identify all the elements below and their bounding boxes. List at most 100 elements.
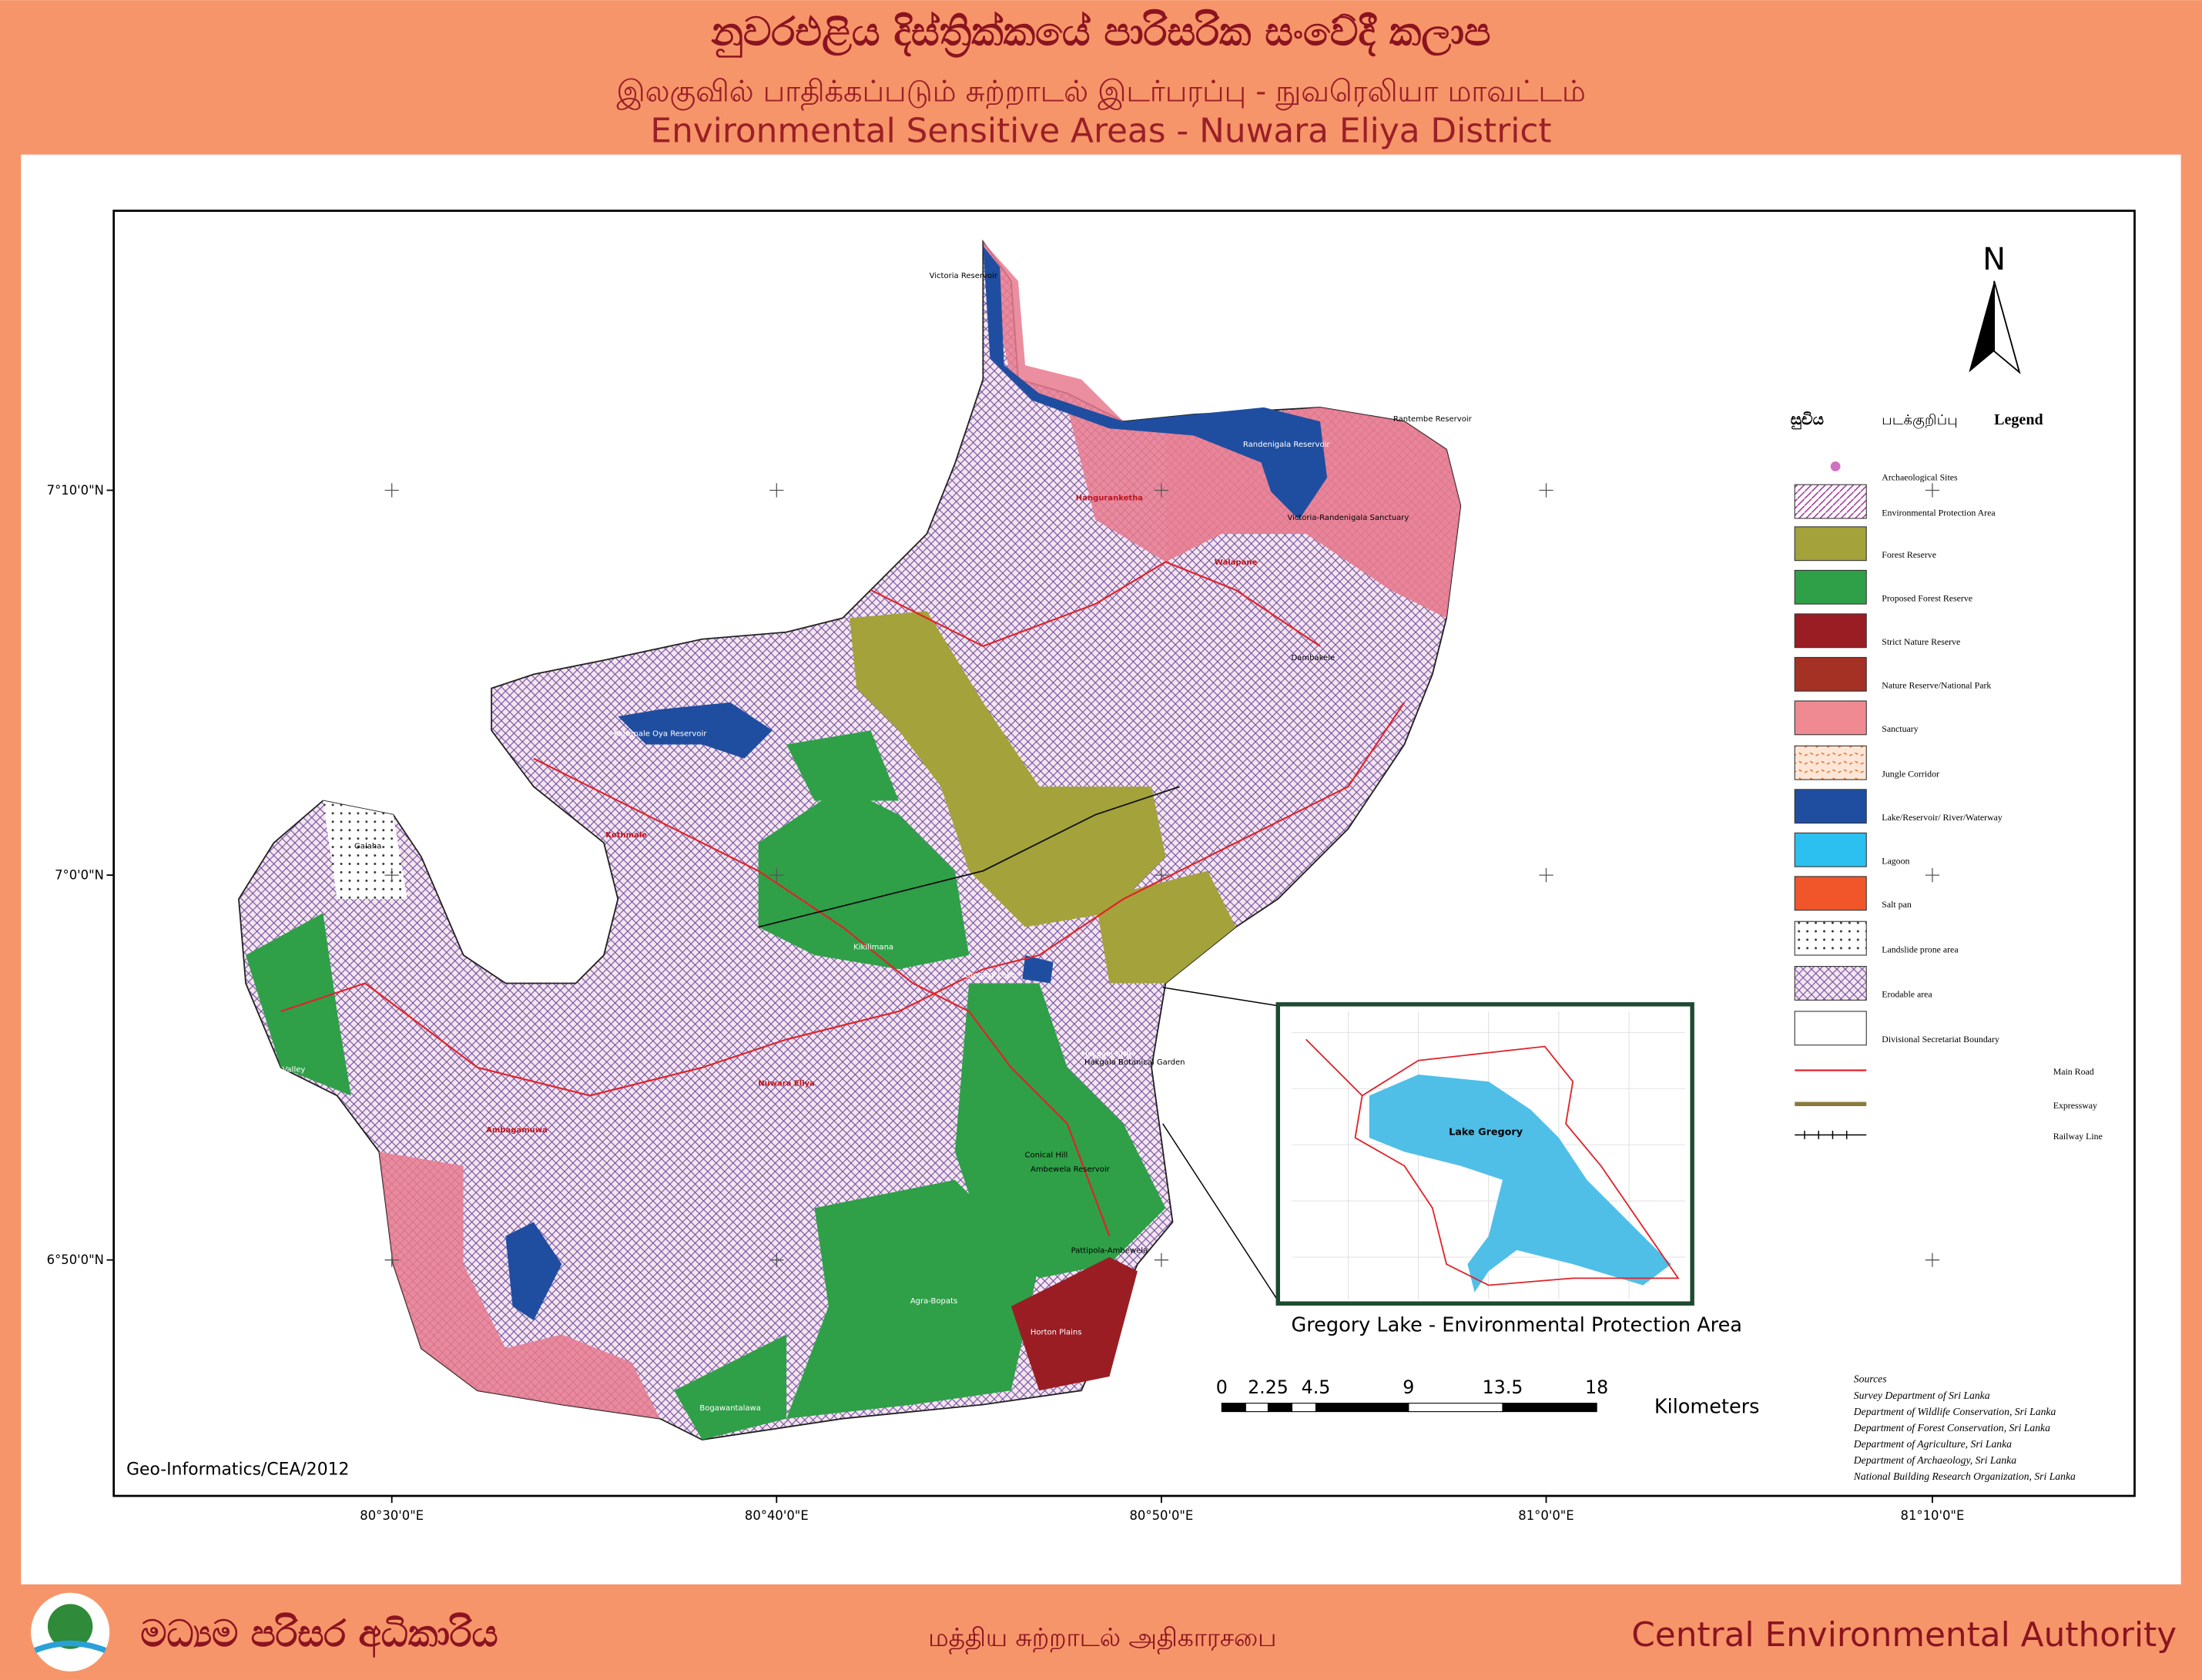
inset-lake: Lake Gregory xyxy=(1449,1126,1523,1138)
lat-label: 7°10'0"N xyxy=(47,483,104,498)
legend-swatch xyxy=(1794,484,1867,519)
legend-title-ta: படக்குறிப்பு xyxy=(1882,412,1958,429)
place-label: Bogawantalawa xyxy=(699,1404,761,1413)
place-label: Walapane xyxy=(1215,558,1258,567)
graticule-cross xyxy=(384,867,399,883)
graticule-cross xyxy=(1154,867,1169,883)
reservoir xyxy=(1249,421,1328,520)
legend-label: Archaeological Sites xyxy=(1882,472,1958,483)
lat-label: 7°0'0"N xyxy=(55,868,104,883)
graticule-cross xyxy=(769,483,784,498)
footer-ta: மத்திய சுற்றாடல் அதிகாரசபை xyxy=(928,1623,1276,1655)
graticule-cross xyxy=(384,483,399,498)
place-label: Kothmale xyxy=(605,831,647,840)
scale-segment xyxy=(1291,1403,1317,1413)
legend-swatch xyxy=(1830,461,1841,471)
inset-caption: Gregory Lake - Environmental Protection … xyxy=(1291,1314,1741,1337)
place-label: Ambewela Reservoir xyxy=(1031,1165,1111,1174)
inset: Lake Gregory Gregory Lake - Environmenta… xyxy=(1162,987,1742,1337)
proposed-forest xyxy=(786,730,899,801)
legend-swatch xyxy=(1794,700,1867,736)
legend-swatch xyxy=(1795,1130,1867,1139)
legend-label: Forest Reserve xyxy=(1882,549,1936,560)
place-label: Agra-Bopats xyxy=(910,1297,957,1306)
graticule-cross xyxy=(384,1252,399,1267)
proposed-forest xyxy=(246,913,351,1096)
reservoir xyxy=(1022,955,1054,984)
landslide xyxy=(323,800,407,900)
title-si: නුවරඑළිය දිස්ත්‍රික්කයේ පාරිසරික සංවේදී … xyxy=(711,8,1490,57)
legend-label: Railway Line xyxy=(2053,1131,2103,1142)
source-item: Department of Forest Conservation, Sri L… xyxy=(1853,1422,2050,1434)
railway xyxy=(758,786,1180,928)
place-label: Horton Plains xyxy=(1031,1328,1082,1336)
legend-label: Jungle Corridor xyxy=(1882,768,1939,779)
legend-label: Lagoon xyxy=(1882,855,1909,866)
source-item: Survey Department of Sri Lanka xyxy=(1854,1390,1990,1401)
legend: සුචිය படக்குறிப்பு Legend Archaeological… xyxy=(1791,410,2103,1142)
credit: Geo-Informatics/CEA/2012 xyxy=(126,1460,349,1480)
scale-label: 13.5 xyxy=(1483,1377,1523,1398)
place-label: Kikilimana xyxy=(853,944,893,952)
reservoir xyxy=(983,246,1320,478)
scale-segment xyxy=(1221,1403,1246,1413)
graticule-cross xyxy=(769,1252,784,1267)
footer-si: මධ්‍යම පරිසර අධිකාරිය xyxy=(140,1613,498,1658)
place-label: Ambagamuwa xyxy=(486,1126,548,1135)
place-label: Hakgala SNR xyxy=(1081,1050,1131,1058)
legend-label: Strict Nature Reserve xyxy=(1882,636,1960,647)
place-label: Dambakele xyxy=(1291,654,1335,662)
scale-segment xyxy=(1245,1403,1269,1413)
sources-title: Sources xyxy=(1854,1373,1887,1384)
scale-segment xyxy=(1502,1403,1597,1413)
graticule-cross xyxy=(769,867,784,883)
reservoir xyxy=(618,702,773,759)
scale-label: 9 xyxy=(1403,1377,1414,1398)
strict-reserve xyxy=(1011,1257,1138,1391)
place-label: Kothmale Oya Reservoir xyxy=(614,730,708,739)
legend-label: Environmental Protection Area xyxy=(1882,507,1996,518)
legend-swatch xyxy=(1794,966,1867,1001)
lat-label: 6°50'0"N xyxy=(47,1252,104,1267)
place-label: Victoria Reservoir xyxy=(930,272,998,280)
legend-label: Landslide prone area xyxy=(1882,944,1959,954)
legend-label: Divisional Secretariat Boundary xyxy=(1882,1034,1999,1045)
graticule-cross xyxy=(1154,1252,1169,1267)
legend-swatch xyxy=(1794,876,1867,911)
place-label: Nuwara Eliya xyxy=(758,1080,815,1088)
place-label: Sri Pada xyxy=(272,1089,303,1098)
graticule-cross xyxy=(1539,483,1553,498)
district xyxy=(238,239,1462,1441)
place-label: Gregory Lake xyxy=(964,971,1016,980)
place-labels: Victoria Reservoir Randenigala Reservoir R… xyxy=(256,272,1473,1413)
footer xyxy=(0,1584,2202,1680)
place-label: Victoria-Randenigala Sanctuary xyxy=(1287,514,1409,522)
sanctuary xyxy=(1165,407,1461,619)
source-item: National Building Research Organization,… xyxy=(1853,1470,2076,1482)
forest-reserve xyxy=(1095,870,1236,984)
scale-label: 0 xyxy=(1216,1377,1228,1398)
legend-swatch xyxy=(1794,920,1867,956)
title-en: Environmental Sensitive Areas - Nuwara E… xyxy=(650,111,1551,150)
road xyxy=(533,757,1111,1237)
legend-title-en: Legend xyxy=(1994,411,2043,428)
reservoir xyxy=(505,1222,562,1321)
legend-swatch xyxy=(1794,832,1867,867)
legend-swatch xyxy=(1794,613,1867,649)
place-label: Hanguranketha xyxy=(1076,494,1143,502)
road xyxy=(280,702,1406,1097)
sanctuary xyxy=(983,241,1166,562)
sources: Sources Survey Department of Sri Lanka De… xyxy=(1853,1373,2076,1482)
graticule-cross xyxy=(1539,867,1553,883)
lon-label: 81°10'0"E xyxy=(1901,1508,1965,1523)
sanctuary xyxy=(379,1152,660,1419)
lon-label: 80°40'0"E xyxy=(745,1508,809,1523)
road xyxy=(870,561,1321,648)
legend-swatch xyxy=(1794,569,1867,605)
scale-segment xyxy=(1408,1403,1503,1413)
place-label: Pattipola-Ambewela xyxy=(1071,1247,1148,1256)
title-ta: இலகுவில் பாதிக்கப்படும் சுற்றாடல் இடர்பர… xyxy=(616,74,1585,110)
place-label: Kelani Valley xyxy=(256,1065,305,1074)
